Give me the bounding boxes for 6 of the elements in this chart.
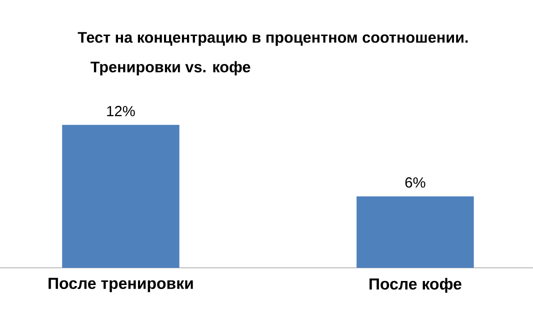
chart-subtitle: Тренировки vs. кофе (90, 61, 250, 76)
data-label: 6% (405, 177, 426, 188)
x-tick-label: После кофе (370, 278, 462, 293)
x-tick-label: После тренировки (48, 278, 193, 292)
chart-title: Тест на концентрацию в процентном соотношении. (78, 32, 468, 46)
data-label: 12% (107, 106, 135, 116)
